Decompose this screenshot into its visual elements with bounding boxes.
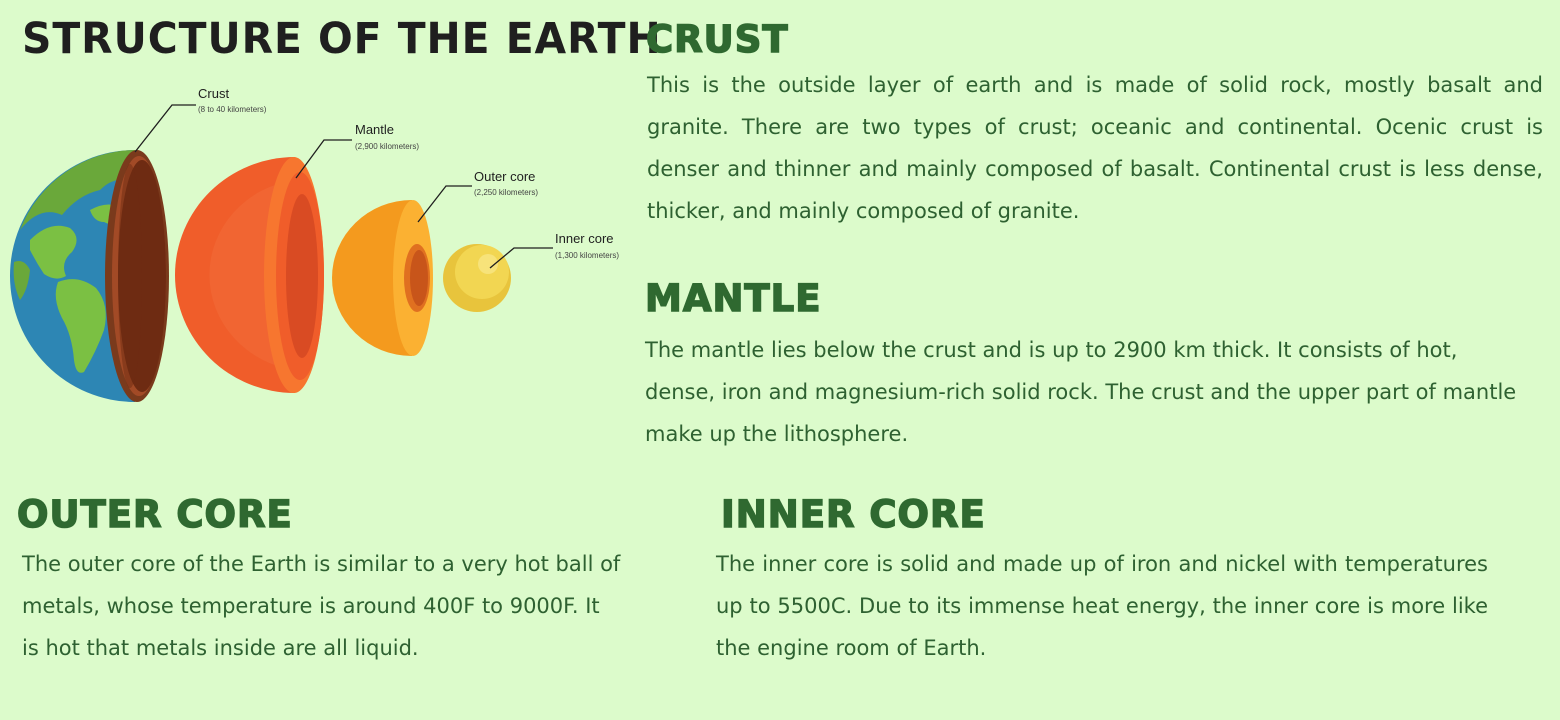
inner-core-label: Inner core	[555, 231, 614, 246]
crust-description: This is the outside layer of earth and i…	[647, 73, 1543, 223]
outer-core-callout-line	[417, 185, 472, 223]
outer-core-label: Outer core	[474, 169, 535, 184]
mantle-heading: MANTLE	[644, 276, 822, 321]
inner-core-sphere	[443, 244, 511, 312]
mantle-hemisphere	[175, 157, 324, 393]
mantle-description: The mantle lies below the crust and is u…	[645, 338, 1517, 446]
outer-core-heading: OUTER CORE	[16, 492, 293, 537]
inner-core-description: The inner core is solid and made up of i…	[716, 552, 1488, 660]
outer-core-description: The outer core of the Earth is similar t…	[22, 552, 621, 660]
inner-core-callout-line	[489, 247, 553, 269]
inner-core-thickness: (1,300 kilometers)	[555, 251, 619, 260]
crust-callout-line	[134, 104, 196, 153]
mantle-thickness: (2,900 kilometers)	[355, 142, 419, 151]
crust-heading: CRUST	[645, 17, 789, 62]
mantle-label: Mantle	[355, 122, 394, 137]
crust-label: Crust	[198, 86, 229, 101]
mantle-callout-line	[295, 139, 352, 179]
crust-thickness: (8 to 40 kilometers)	[198, 105, 267, 114]
page-title: STRUCTURE OF THE EARTH	[22, 14, 662, 64]
inner-core-heading: INNER CORE	[720, 492, 986, 537]
earth-crust-hemisphere	[10, 150, 169, 402]
outer-core-thickness: (2,250 kilometers)	[474, 188, 538, 197]
outer-core-hemisphere	[332, 200, 433, 356]
earth-layers-diagram: Crust (8 to 40 kilometers) Mantle (2,900…	[10, 86, 619, 402]
